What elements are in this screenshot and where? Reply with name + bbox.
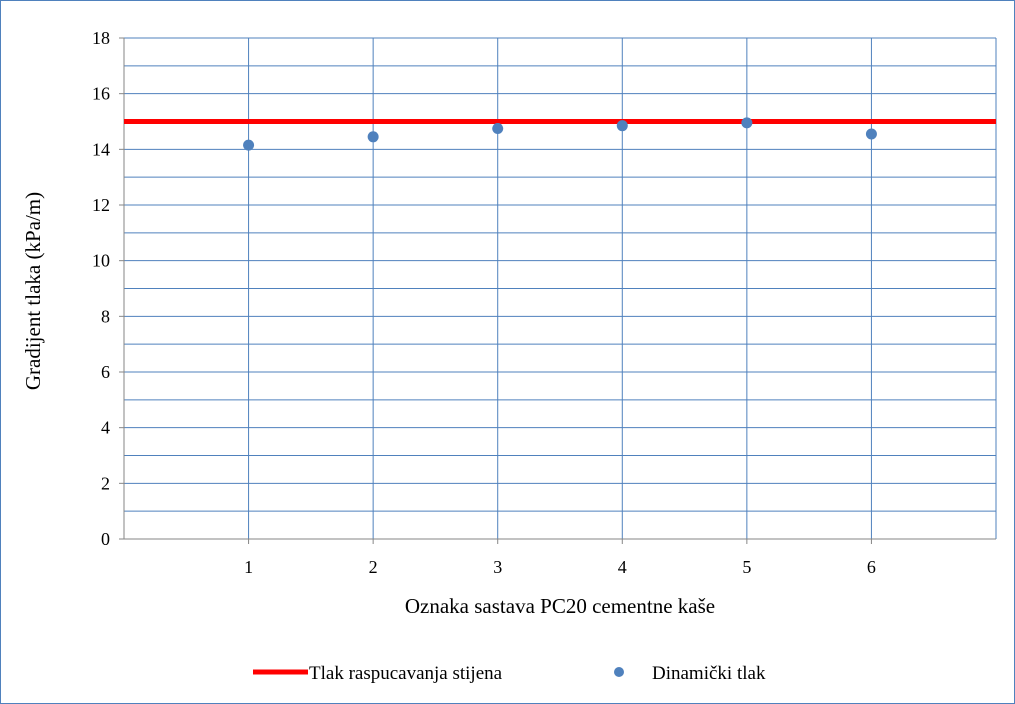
grid-layer <box>124 37 997 539</box>
y-tick-label: 6 <box>101 362 110 382</box>
x-tick-label: 5 <box>742 557 751 577</box>
y-tick-label: 16 <box>92 84 110 104</box>
data-point <box>492 122 504 134</box>
data-point <box>243 139 255 151</box>
axis-layer <box>119 37 996 544</box>
legend-label-line: Tlak raspucavanja stijena <box>309 663 503 684</box>
y-tick-label: 12 <box>92 195 110 215</box>
legend-swatch-marker <box>614 667 624 677</box>
data-point <box>367 131 379 143</box>
x-axis-title: Oznaka sastava PC20 cementne kaše <box>405 594 715 618</box>
data-point <box>741 117 753 129</box>
y-tick-label: 14 <box>92 139 110 159</box>
x-tick-label: 3 <box>493 557 502 577</box>
data-point <box>865 128 877 140</box>
x-tick-label: 6 <box>867 557 876 577</box>
y-tick-label: 4 <box>101 418 110 438</box>
y-tick-label: 18 <box>92 28 110 48</box>
x-tick-label: 4 <box>618 557 627 577</box>
series-layer <box>124 117 996 151</box>
y-tick-label: 2 <box>101 473 110 493</box>
legend-label-markers: Dinamički tlak <box>652 663 766 684</box>
data-point <box>616 120 628 132</box>
y-tick-label: 0 <box>101 529 110 549</box>
y-axis-title: Gradijent tlaka (kPa/m) <box>21 192 45 390</box>
x-tick-label: 2 <box>369 557 378 577</box>
x-tick-label: 1 <box>244 557 253 577</box>
y-tick-label: 10 <box>92 251 110 271</box>
y-tick-label: 8 <box>101 306 110 326</box>
legend: Tlak raspucavanja stijena Dinamički tlak <box>253 663 766 684</box>
